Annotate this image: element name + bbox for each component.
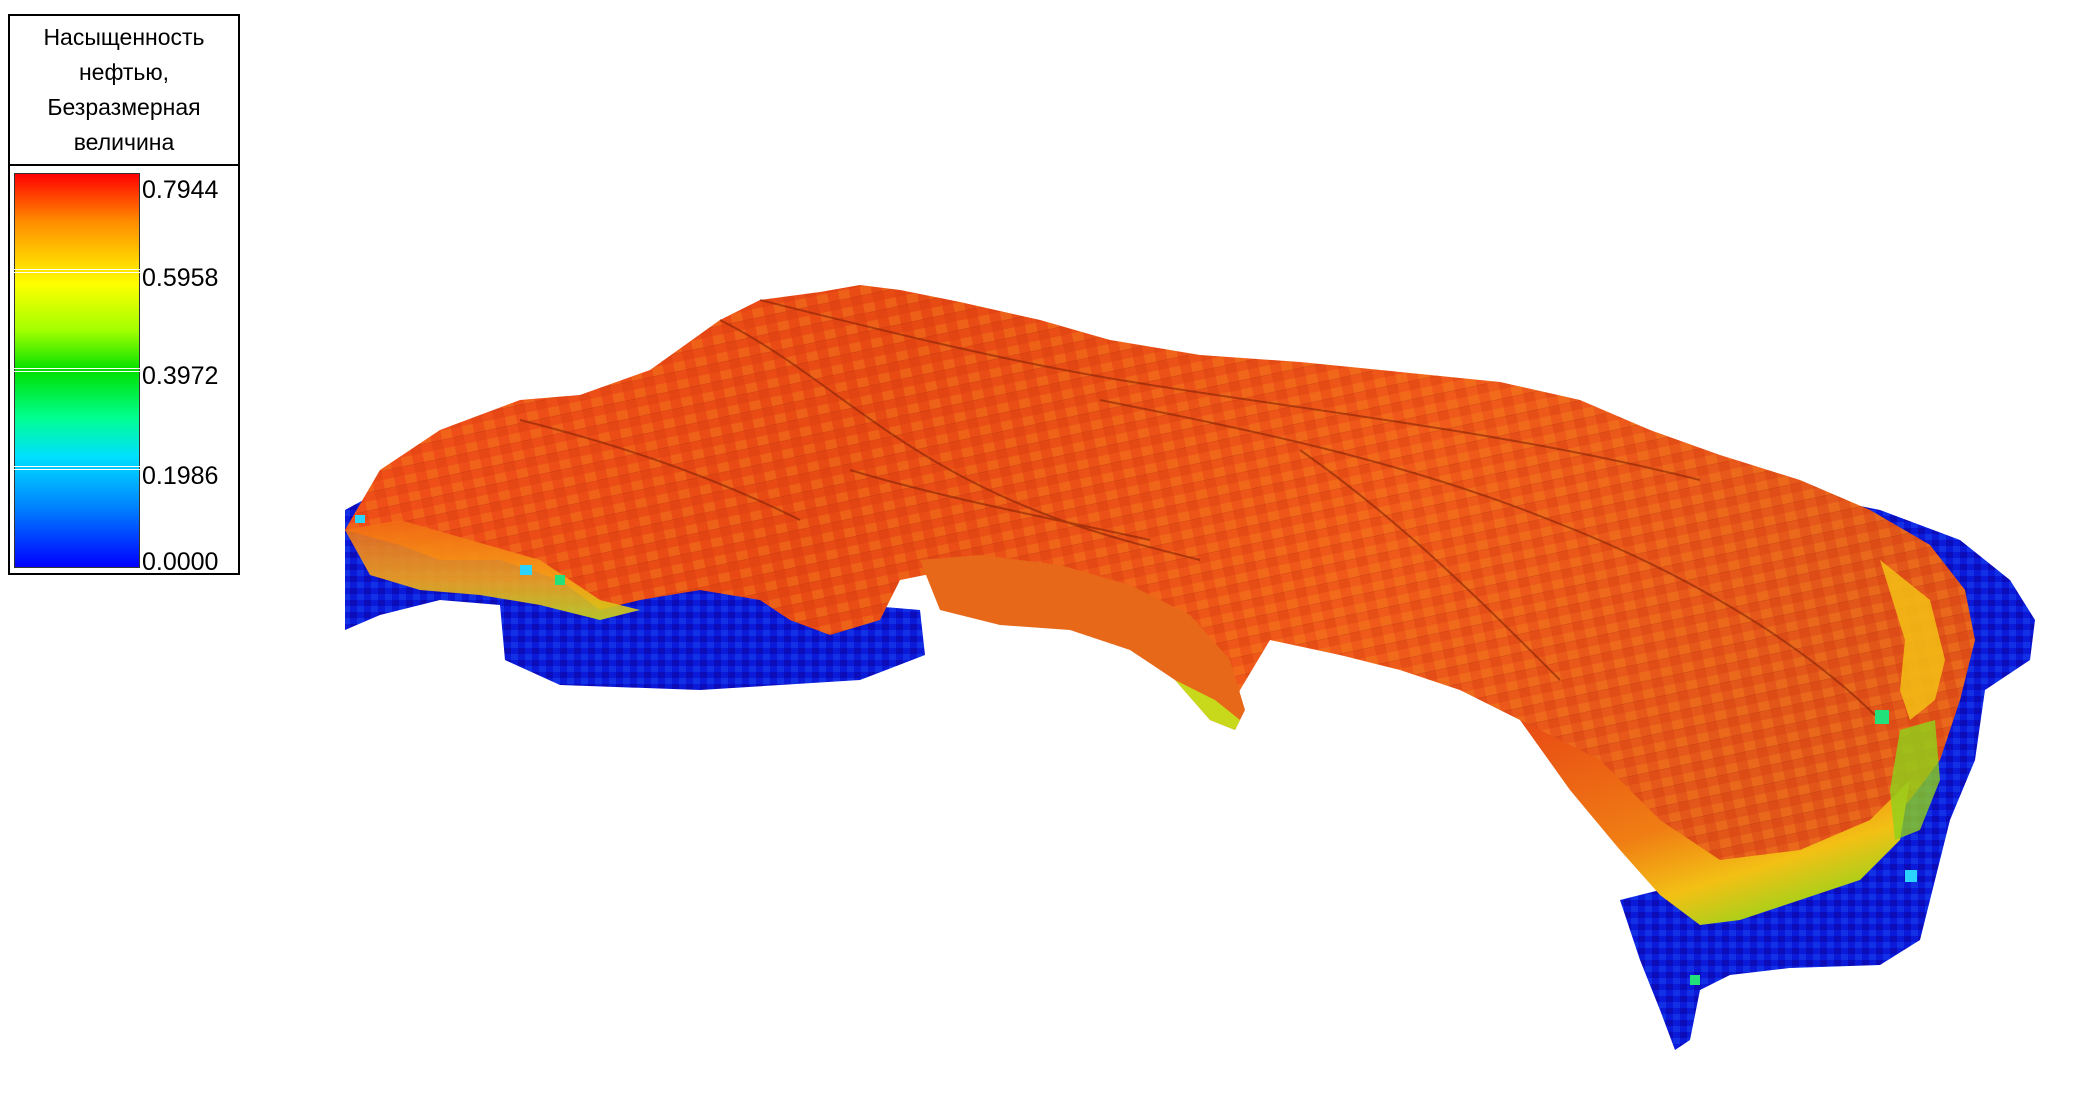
oil-zone-left-flank: [345, 520, 640, 620]
legend-separator: [14, 269, 140, 273]
legend-color-bar: [14, 173, 140, 568]
legend-separator: [14, 466, 140, 470]
oil-zone-fold: [920, 555, 1245, 730]
color-legend: Насыщенность нефтью, Безразмерная величи…: [8, 14, 240, 575]
legend-title-line: Безразмерная: [47, 94, 201, 120]
legend-title-line: величина: [73, 129, 175, 155]
legend-title: Насыщенность нефтью, Безразмерная величи…: [10, 16, 238, 166]
legend-tick-label: 0.7944: [142, 176, 219, 204]
legend-tick-label: 0.1986: [142, 462, 219, 490]
legend-title-line: Насыщенность: [43, 24, 205, 50]
legend-tick-label: 0.5958: [142, 264, 219, 292]
edge-specks: [355, 515, 1917, 985]
legend-tick-label: 0.3972: [142, 362, 219, 390]
ridge-lines: [519, 299, 1881, 721]
oil-zone-right-flank: [1520, 560, 1945, 925]
legend-tick-label: 0.0000: [142, 548, 219, 576]
legend-separator: [14, 368, 140, 372]
legend-title-line: нефтью,: [78, 59, 170, 85]
